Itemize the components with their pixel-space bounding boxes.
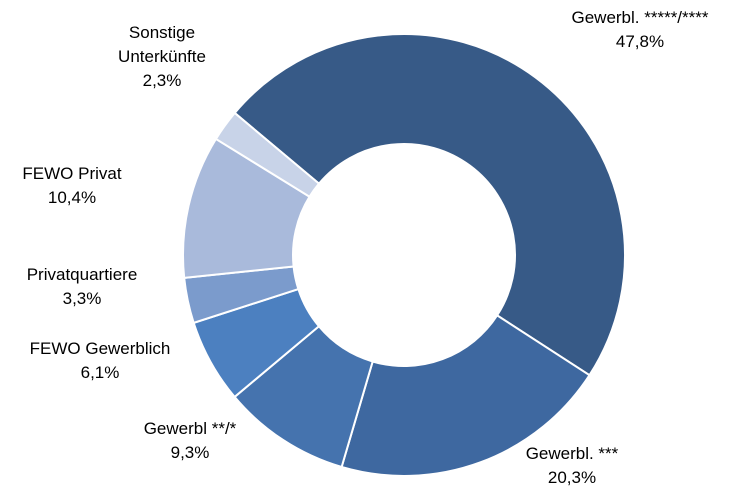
value-label: 10,4% [47,188,97,207]
segment-label: Gewerbl **/* 9,3% [80,417,300,465]
category-label: Gewerbl. *****/**** [571,8,709,27]
segment-label: FEWO Privat 10,4% [0,162,182,210]
category-label: Gewerbl **/* [143,419,237,438]
segment-label: Gewerbl. *** 20,3% [462,442,682,490]
value-label: 20,3% [547,468,597,487]
category-label: Sonstige Unterkünfte [118,23,206,66]
category-label: Privatquartiere [26,265,138,284]
category-label: FEWO Gewerblich [29,339,171,358]
donut-segment [340,313,591,477]
category-label: Gewerbl. *** [525,444,619,463]
segment-label: FEWO Gewerblich 6,1% [0,337,210,385]
segment-label: Privatquartiere 3,3% [0,263,192,311]
segment-label: Gewerbl. *****/**** 47,8% [530,6,731,54]
value-label: 6,1% [80,363,120,382]
donut-segment [214,111,321,199]
donut-segment [233,33,626,377]
value-label: 3,3% [62,289,102,308]
value-label: 9,3% [170,443,210,462]
segment-label: Sonstige Unterkünfte 2,3% [107,21,217,93]
value-label: 47,8% [615,32,665,51]
value-label: 2,3% [142,71,182,90]
category-label: FEWO Privat [22,164,122,183]
